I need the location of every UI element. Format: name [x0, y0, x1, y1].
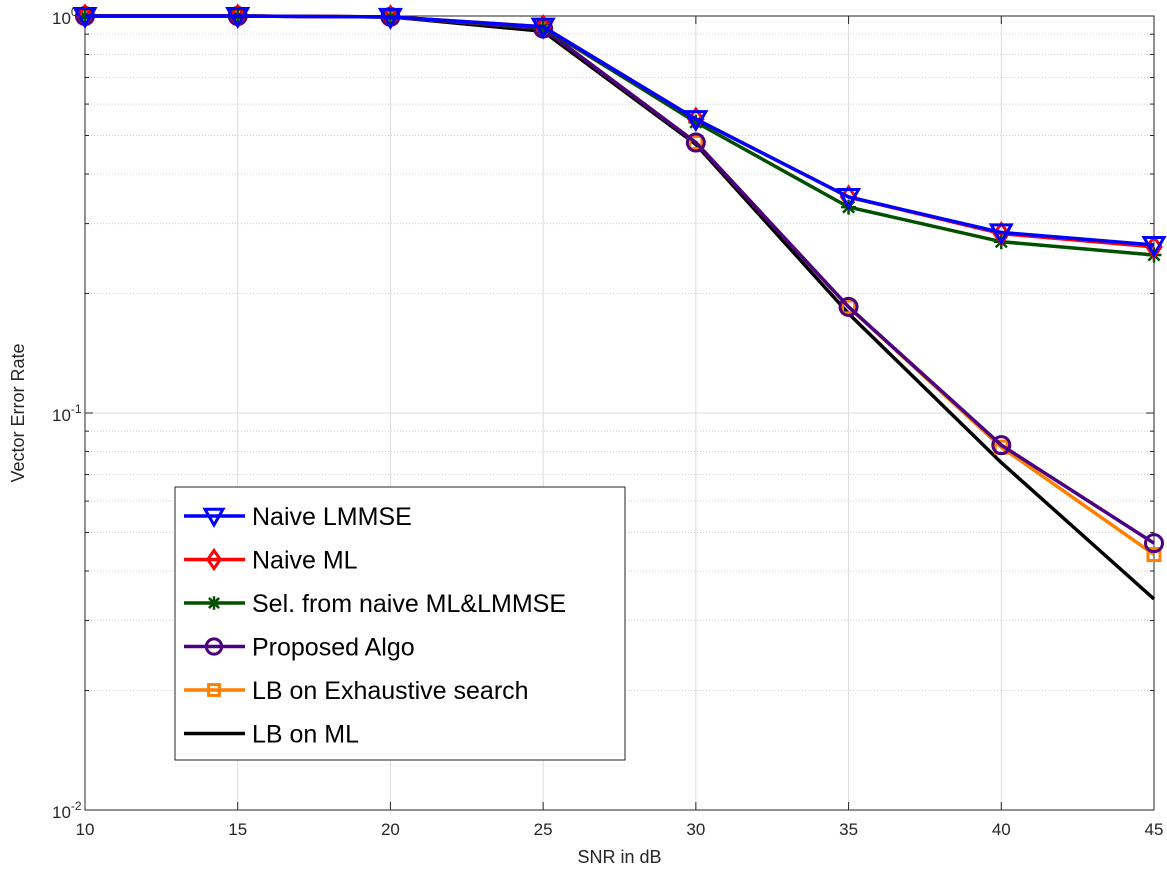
x-tick-label: 15	[228, 820, 247, 839]
x-tick-label: 35	[839, 820, 858, 839]
triangle-marker	[683, 110, 709, 133]
x-axis-label: SNR in dB	[577, 847, 661, 867]
legend-entry: LB on Exhaustive search	[184, 677, 529, 705]
legend-entry: Proposed Algo	[184, 634, 415, 662]
circle-marker	[838, 296, 859, 317]
diamond-marker	[205, 547, 223, 572]
legend-label: Proposed Algo	[252, 634, 415, 662]
series-line	[85, 14, 1155, 247]
legend-box	[174, 486, 626, 761]
legend-label: Naive LMMSE	[252, 503, 412, 531]
triangle-marker	[377, 7, 404, 30]
legend-label: LB on ML	[252, 721, 359, 749]
square-marker	[688, 135, 704, 151]
x-tick-label: 30	[686, 820, 705, 839]
legend-entry: Naive ML	[184, 547, 358, 575]
triangle-marker	[988, 223, 1014, 246]
legend-entry: LB on ML	[184, 721, 359, 749]
x-tick-label: 25	[534, 820, 553, 839]
legend-label: LB on Exhaustive search	[252, 677, 529, 705]
series-naive-lmmse	[72, 7, 1167, 258]
x-tick-label: 20	[381, 820, 400, 839]
triangle-marker	[1141, 235, 1167, 258]
square-marker	[1146, 547, 1162, 563]
star-marker	[207, 596, 221, 610]
y-axis-label: Vector Error Rate	[8, 343, 28, 482]
triangle-marker	[202, 507, 226, 529]
legend-entry: Sel. from naive ML&LMMSE	[184, 590, 566, 618]
legend-label: Naive ML	[252, 547, 358, 575]
star-stroke	[208, 597, 220, 609]
triangle-marker	[530, 17, 556, 40]
square-marker	[207, 683, 221, 697]
series-layer	[72, 3, 1167, 601]
circle-marker	[204, 637, 224, 656]
circle-marker	[991, 435, 1012, 456]
triangle-marker	[835, 188, 862, 211]
triangle-marker	[72, 7, 98, 30]
legend-label: Sel. from naive ML&LMMSE	[252, 590, 566, 618]
circle-marker	[685, 132, 706, 153]
x-tick-label: 45	[1145, 820, 1164, 839]
circle-marker	[1144, 533, 1164, 554]
square-marker	[841, 299, 857, 315]
triangle-marker	[225, 7, 251, 30]
legend-entry: Naive LMMSE	[184, 503, 412, 531]
x-tick-label: 10	[76, 820, 95, 839]
x-tick-label: 40	[992, 820, 1011, 839]
legend: Naive LMMSE Naive ML Sel. from naive ML&LM…	[174, 486, 626, 761]
